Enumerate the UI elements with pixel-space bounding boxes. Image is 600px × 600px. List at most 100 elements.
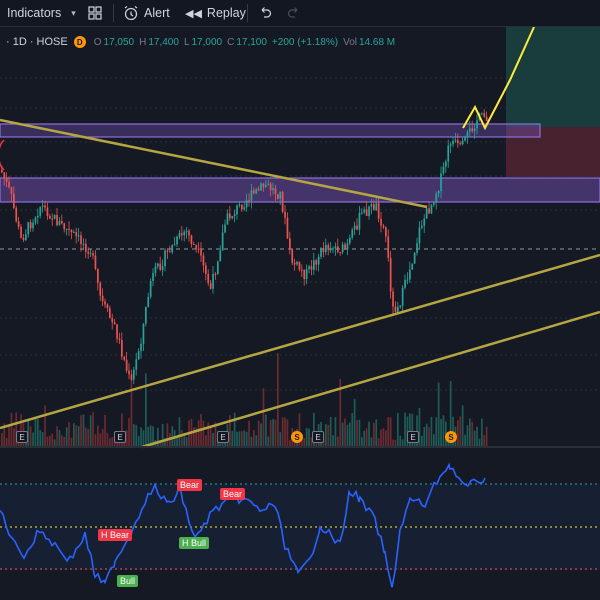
low-key: L	[183, 36, 190, 48]
volume-bar	[161, 424, 164, 446]
volume-bar	[183, 432, 186, 446]
trendlines[interactable]	[0, 118, 600, 449]
redo-icon[interactable]	[287, 0, 301, 26]
toolbar-divider	[113, 4, 114, 22]
indicators-label: Indicators	[7, 6, 62, 20]
undo-icon[interactable]	[258, 0, 272, 26]
volume-bar	[145, 373, 147, 446]
close-key: C	[227, 36, 235, 48]
bear-divergence-label: Bear	[220, 488, 246, 500]
split-event-marker[interactable]: S	[291, 431, 303, 443]
volume-bar	[1, 433, 3, 446]
volume-bar	[457, 420, 459, 446]
candle-body	[397, 306, 399, 312]
volume-bar	[469, 418, 471, 446]
volume-bar	[255, 435, 258, 446]
volume-bar	[421, 435, 423, 446]
candle-body	[277, 194, 279, 199]
volume-bar	[104, 414, 106, 446]
candle-body	[272, 188, 274, 191]
volume-bar	[97, 425, 99, 446]
replay-button[interactable]: ◀◀ Replay	[185, 0, 246, 26]
candle-body	[401, 287, 404, 306]
volume-bar	[260, 423, 262, 446]
candle-body	[116, 324, 118, 339]
candle-body	[471, 128, 474, 132]
candle-body	[418, 227, 421, 244]
candle-body	[80, 235, 82, 244]
price-chart[interactable]	[0, 27, 600, 600]
candle-body	[365, 209, 368, 216]
candle-body	[46, 207, 49, 217]
earnings-event-marker[interactable]: E	[217, 431, 229, 443]
symbol-label[interactable]: · 1D · HOSE	[6, 36, 68, 48]
candle-body	[128, 370, 130, 375]
candle-body	[245, 200, 248, 208]
projection-path[interactable]	[462, 27, 535, 131]
rsi-line[interactable]	[0, 462, 486, 588]
candle-body	[344, 244, 346, 250]
volume-bar	[308, 428, 310, 446]
candle-body	[49, 216, 51, 219]
candle-body	[32, 222, 34, 229]
candle-body	[332, 248, 334, 250]
earnings-event-marker[interactable]: E	[312, 431, 324, 443]
volume-bar	[61, 435, 63, 446]
candle-body	[68, 228, 70, 230]
earnings-event-marker[interactable]: E	[114, 431, 126, 443]
candle-body	[445, 161, 447, 167]
earnings-event-marker[interactable]: E	[16, 431, 28, 443]
volume-bar	[313, 412, 315, 446]
candle-body	[8, 181, 10, 188]
candle-body	[152, 272, 154, 281]
candle-body	[85, 243, 87, 252]
volume-bar	[442, 415, 445, 446]
candle-body	[303, 269, 306, 280]
rewind-icon: ◀◀	[185, 7, 202, 20]
volume-bar	[32, 432, 34, 446]
resistance-zone-upper[interactable]	[0, 123, 541, 138]
volume-bar	[339, 378, 342, 446]
volume-bar	[46, 436, 49, 446]
volume-bar	[363, 430, 366, 446]
indicators-button[interactable]: Indicators ▾	[7, 0, 76, 26]
volume-bar	[265, 414, 267, 446]
candle-body	[413, 252, 416, 264]
split-event-marker[interactable]: S	[445, 431, 457, 443]
candle-body	[325, 245, 327, 252]
volume-bar	[49, 435, 51, 446]
candle-body	[433, 202, 435, 205]
volume-bar	[399, 435, 402, 446]
candle-body	[409, 269, 411, 280]
candle-body	[435, 193, 438, 203]
candle-body	[250, 190, 253, 201]
volume-bar	[377, 438, 380, 446]
candle-body	[255, 189, 258, 194]
candle-body	[286, 217, 289, 239]
candle-body	[322, 248, 325, 252]
volume-bar	[250, 436, 253, 446]
candle-body	[197, 248, 200, 250]
layout-grid-icon[interactable]	[88, 0, 102, 26]
volume-bar	[327, 424, 330, 446]
volume-bar	[269, 420, 272, 446]
candle-body	[154, 266, 157, 273]
candle-body	[231, 216, 234, 219]
volume-bar	[142, 430, 145, 446]
volume-bar	[68, 422, 70, 446]
candle-body	[267, 183, 270, 186]
candle-body	[73, 232, 75, 234]
candle-body	[349, 237, 351, 244]
alert-button[interactable]: Alert	[123, 0, 170, 26]
earnings-event-marker[interactable]: E	[407, 431, 419, 443]
volume-bar	[416, 415, 418, 446]
volume-bar	[82, 414, 85, 446]
candle-body	[188, 230, 190, 236]
candle-body	[200, 249, 202, 256]
volume-bar	[94, 434, 97, 446]
low-value: 17,000	[191, 36, 223, 48]
volume-bar	[121, 413, 123, 446]
volume-bar	[466, 425, 469, 446]
candle-body	[135, 359, 138, 370]
toolbar-divider	[247, 4, 248, 22]
